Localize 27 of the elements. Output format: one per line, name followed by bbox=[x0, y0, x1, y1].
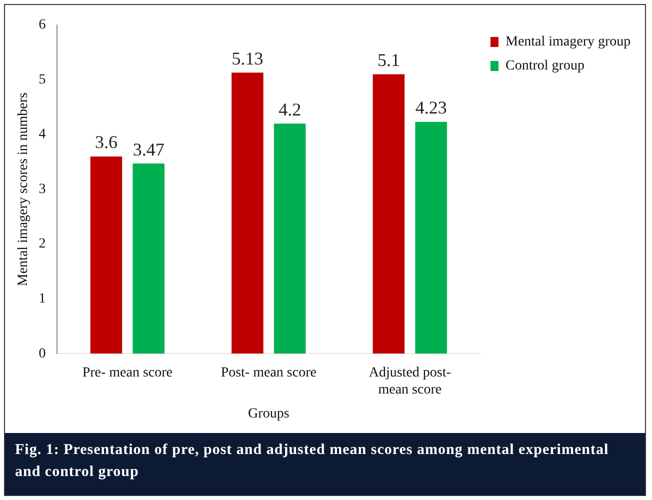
y-tick-label: 0 bbox=[38, 346, 46, 362]
data-label: 5.13 bbox=[232, 48, 264, 68]
x-axis-title: Groups bbox=[248, 406, 290, 422]
data-label: 4.23 bbox=[415, 98, 447, 118]
y-axis-title: Mental imagery scores in numbers bbox=[16, 92, 32, 286]
bar bbox=[274, 124, 306, 354]
bar bbox=[90, 156, 122, 354]
y-tick-label: 6 bbox=[38, 18, 46, 33]
data-label: 5.1 bbox=[377, 50, 400, 70]
legend-label: Control group bbox=[506, 58, 584, 74]
caption: Fig. 1: Presentation of pre, post and adjusted mean scores among mental experimental and control group bbox=[5, 433, 645, 495]
y-tick-label: 3 bbox=[38, 182, 46, 197]
x-tick-label: Pre- mean score bbox=[82, 366, 173, 381]
data-label: 3.6 bbox=[94, 132, 118, 152]
y-tick-label: 2 bbox=[38, 236, 46, 252]
x-tick-label: Adjusted post- mean score bbox=[368, 366, 452, 398]
x-tick-label: Post- mean score bbox=[220, 366, 316, 381]
bar bbox=[372, 74, 405, 354]
bar bbox=[132, 164, 164, 354]
legend-label: Mental imagery group bbox=[506, 34, 631, 50]
y-tick-label: 1 bbox=[38, 292, 46, 307]
y-tick-label: 4 bbox=[38, 127, 46, 142]
bar bbox=[415, 122, 447, 354]
y-tick-label: 5 bbox=[38, 72, 46, 88]
data-label: 3.47 bbox=[132, 139, 164, 160]
data-label: 4.2 bbox=[278, 99, 302, 120]
bar bbox=[232, 72, 264, 354]
